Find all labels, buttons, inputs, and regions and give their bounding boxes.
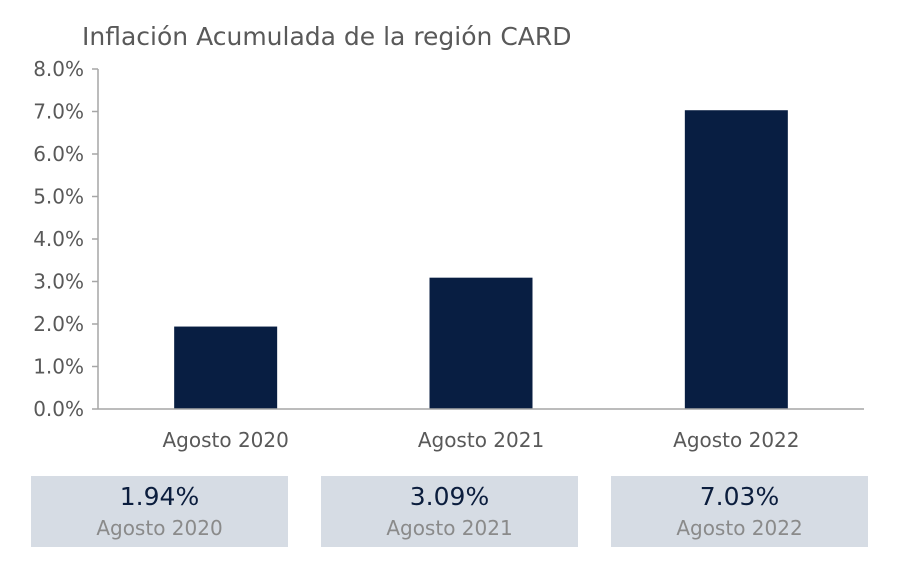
- y-tick-label: 0.0%: [33, 397, 84, 421]
- x-axis: Agosto 2020 Agosto 2021 Agosto 2022: [162, 428, 799, 452]
- summary-value: 3.09%: [409, 482, 490, 511]
- summary-label: Agosto 2021: [386, 516, 513, 540]
- y-tick-label: 1.0%: [33, 355, 84, 379]
- x-tick-label: Agosto 2021: [418, 428, 544, 452]
- bar-agosto-2021: [429, 277, 533, 409]
- chart-title: Inflación Acumulada de la región CARD: [82, 22, 572, 51]
- x-tick-label: Agosto 2020: [162, 428, 288, 452]
- summary-box-agosto-2022: 7.03% Agosto 2022: [611, 476, 868, 547]
- y-tick-label: 6.0%: [33, 142, 84, 166]
- x-tick-label: Agosto 2022: [673, 428, 799, 452]
- y-tick-label: 8.0%: [33, 57, 84, 81]
- summary-label: Agosto 2020: [96, 516, 223, 540]
- summary-label: Agosto 2022: [676, 516, 803, 540]
- y-tick-label: 5.0%: [33, 185, 84, 209]
- bar-agosto-2022: [684, 110, 788, 409]
- bar-chart: Inflación Acumulada de la región CARD 0.…: [33, 22, 864, 452]
- bar-agosto-2020: [174, 326, 278, 409]
- summary-box-agosto-2021: 3.09% Agosto 2021: [321, 476, 578, 547]
- y-tick-label: 4.0%: [33, 227, 84, 251]
- y-axis: 0.0% 1.0% 2.0% 3.0% 4.0% 5.0% 6.0% 7.0% 8.0%: [33, 57, 99, 421]
- y-tick-label: 3.0%: [33, 270, 84, 294]
- summary-box-agosto-2020: 1.94% Agosto 2020: [31, 476, 288, 547]
- y-tick-label: 2.0%: [33, 312, 84, 336]
- bars: [174, 110, 788, 409]
- summary-value: 7.03%: [699, 482, 780, 511]
- y-tick-label: 7.0%: [33, 100, 84, 124]
- summary-value: 1.94%: [119, 482, 200, 511]
